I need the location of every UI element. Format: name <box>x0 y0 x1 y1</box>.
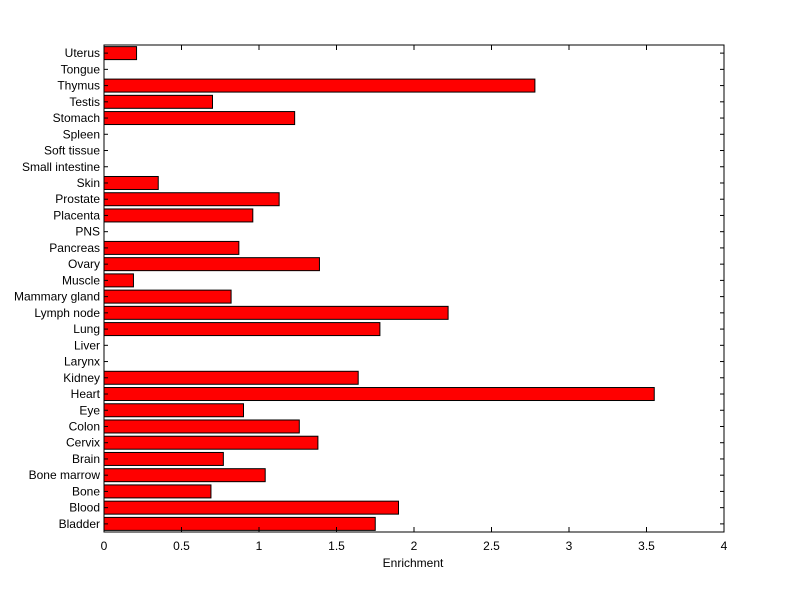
bar-testis <box>103 94 213 109</box>
y-tick-label: Colon <box>69 419 100 433</box>
x-tick-label: 1.5 <box>328 539 345 553</box>
bar-skin <box>103 175 159 190</box>
y-tick-label: Small intestine <box>22 160 100 174</box>
y-tick-label: Bone marrow <box>29 468 101 482</box>
x-axis-title: Enrichment <box>383 556 444 570</box>
bar-pancreas <box>103 240 240 255</box>
bar-uterus <box>103 46 138 61</box>
bar-kidney <box>103 370 359 385</box>
y-tick-label: Larynx <box>64 355 100 369</box>
y-tick-label: Cervix <box>66 436 100 450</box>
y-tick-label: Eye <box>79 403 100 417</box>
x-tick-label: 2 <box>411 539 418 553</box>
bar-bone-marrow <box>103 468 266 483</box>
bar-colon <box>103 419 300 434</box>
plot-area <box>104 45 724 532</box>
x-tick-label: 4 <box>721 539 728 553</box>
bar-prostate <box>103 192 280 207</box>
y-tick-label: Lung <box>73 322 100 336</box>
bar-bladder <box>103 516 376 531</box>
y-tick-label: Kidney <box>63 371 100 385</box>
bar-lymph-node <box>103 305 449 320</box>
y-tick-label: Blood <box>69 501 100 515</box>
y-tick-label: Placenta <box>53 208 100 222</box>
bar-placenta <box>103 208 254 223</box>
y-tick-label: Testis <box>69 95 100 109</box>
y-tick-label: Soft tissue <box>44 144 100 158</box>
y-tick-label: Thymus <box>57 79 100 93</box>
bar-heart <box>103 387 655 402</box>
bar-blood <box>103 500 399 515</box>
bar-thymus <box>103 78 536 93</box>
y-ticks-group: Bladder Blood Bone Bone marrow Brain Cervix Co… <box>14 46 724 531</box>
y-tick-label: Lymph node <box>34 306 100 320</box>
y-tick-label: Ovary <box>68 257 100 271</box>
y-tick-label: Heart <box>71 387 101 401</box>
bar-mammary-gland <box>103 289 232 304</box>
x-tick-label: 0.5 <box>173 539 190 553</box>
bar-brain <box>103 451 224 466</box>
y-tick-label: Skin <box>77 176 100 190</box>
x-tick-label: 1 <box>256 539 263 553</box>
bar-eye <box>103 403 244 418</box>
y-tick-label: Pancreas <box>49 241 100 255</box>
y-tick-label: Bone <box>72 484 100 498</box>
y-tick-label: Stomach <box>53 111 100 125</box>
y-tick-label: Muscle <box>62 273 100 287</box>
y-tick-label: Brain <box>72 452 100 466</box>
bar-cervix <box>103 435 319 450</box>
bar-bone <box>103 484 212 499</box>
bar-muscle <box>103 273 134 288</box>
y-tick-label: PNS <box>75 225 100 239</box>
x-ticks-group: 0 0.5 1 1.5 2 2.5 3 3.5 4 <box>101 45 728 553</box>
y-tick-label: Mammary gland <box>14 290 100 304</box>
y-tick-label: Spleen <box>63 127 100 141</box>
y-tick-label: Bladder <box>59 517 100 531</box>
bar-stomach <box>103 111 296 126</box>
x-tick-label: 0 <box>101 539 108 553</box>
x-tick-label: 3 <box>566 539 573 553</box>
y-tick-label: Tongue <box>61 62 101 76</box>
x-tick-label: 3.5 <box>638 539 655 553</box>
x-tick-label: 2.5 <box>483 539 500 553</box>
y-tick-label: Uterus <box>65 46 100 60</box>
bar-lung <box>103 322 381 337</box>
y-tick-label: Prostate <box>55 192 100 206</box>
bar-ovary <box>103 257 320 272</box>
y-tick-label: Liver <box>74 338 100 352</box>
